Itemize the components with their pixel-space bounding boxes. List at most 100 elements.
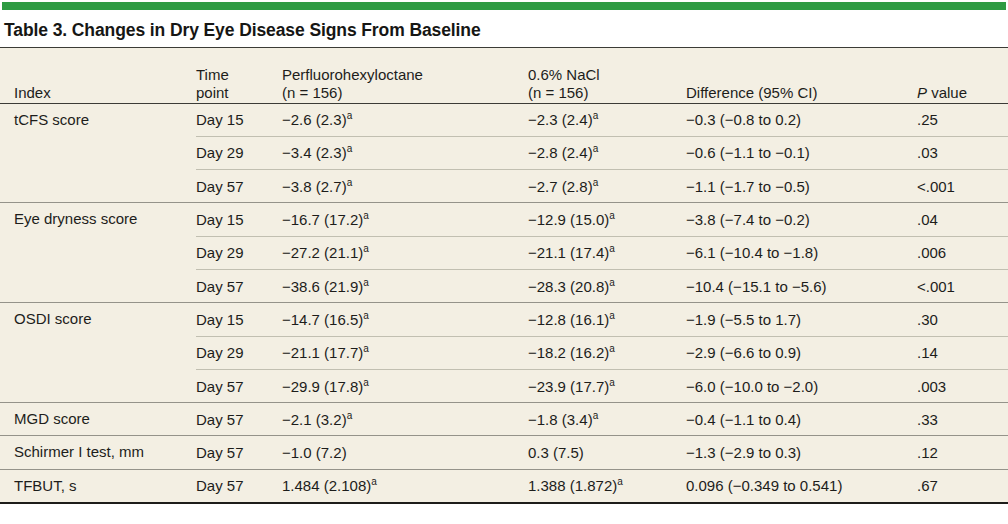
column-header-time-point: Time point (196, 48, 282, 103)
time-point-cell: Day 15 (196, 303, 282, 336)
time-point-cell: Day 15 (196, 103, 282, 136)
footnote-marker-a: a (593, 410, 599, 421)
header-row: Index Time point Perfluorohexyloctane (n… (0, 48, 1008, 103)
table-row: Schirmer I test, mmDay 57 −1.0 (7.2) 0.3… (0, 436, 1008, 469)
index-cell: Eye dryness score (0, 203, 196, 303)
dry-eye-signs-table: Index Time point Perfluorohexyloctane (n… (0, 48, 1008, 504)
table-header: Index Time point Perfluorohexyloctane (n… (0, 48, 1008, 103)
difference-cell: −10.4 (−15.1 to −5.6) (686, 269, 917, 302)
perfluorohexyloctane-cell: −27.2 (21.1)a (282, 236, 528, 269)
index-cell: OSDI score (0, 303, 196, 403)
difference-cell: −0.3 (−0.8 to 0.2) (686, 103, 917, 136)
footnote-marker-a: a (347, 110, 353, 121)
nacl-cell: 1.388 (1.872)a (528, 469, 686, 502)
perfluorohexyloctane-cell: −29.9 (17.8)a (282, 369, 528, 402)
p-value-cell: .14 (917, 336, 1008, 369)
time-point-cell: Day 57 (196, 469, 282, 502)
p-value-cell: .12 (917, 436, 1008, 469)
difference-cell: −0.4 (−1.1 to 0.4) (686, 403, 917, 436)
table-row: Eye dryness scoreDay 15 −16.7 (17.2)a −1… (0, 203, 1008, 236)
time-point-cell: Day 57 (196, 369, 282, 402)
footnote-marker-a: a (609, 377, 615, 388)
perfluorohexyloctane-cell: −3.4 (2.3)a (282, 136, 528, 169)
perfluorohexyloctane-cell: 1.484 (2.108)a (282, 469, 528, 502)
column-header-difference: Difference (95% CI) (686, 48, 917, 103)
footnote-marker-a: a (363, 377, 369, 388)
footnote-marker-a: a (347, 410, 353, 421)
time-point-cell: Day 15 (196, 203, 282, 236)
nacl-cell: −21.1 (17.4)a (528, 236, 686, 269)
p-value-italic-label: P (917, 84, 927, 101)
p-value-cell: .33 (917, 403, 1008, 436)
accent-bar (2, 2, 1006, 10)
nacl-cell: −12.8 (16.1)a (528, 303, 686, 336)
difference-cell: −6.0 (−10.0 to −2.0) (686, 369, 917, 402)
nacl-cell: −12.9 (15.0)a (528, 203, 686, 236)
footnote-marker-a: a (363, 277, 369, 288)
p-value-cell: .03 (917, 136, 1008, 169)
p-value-cell: .67 (917, 469, 1008, 502)
footnote-marker-a: a (609, 210, 615, 221)
p-value-cell: .003 (917, 369, 1008, 402)
difference-cell: −1.9 (−5.5 to 1.7) (686, 303, 917, 336)
perfluorohexyloctane-cell: −21.1 (17.7)a (282, 336, 528, 369)
index-cell: MGD score (0, 403, 196, 436)
table-row: tCFS scoreDay 15 −2.6 (2.3)a −2.3 (2.4)a… (0, 103, 1008, 136)
perfluorohexyloctane-cell: −2.6 (2.3)a (282, 103, 528, 136)
perfluorohexyloctane-cell: −3.8 (2.7)a (282, 170, 528, 203)
p-value-rest-label: value (927, 84, 967, 101)
index-cell: tCFS score (0, 103, 196, 203)
time-point-cell: Day 29 (196, 336, 282, 369)
footnote-marker-a: a (347, 143, 353, 154)
nacl-cell: −18.2 (16.2)a (528, 336, 686, 369)
footnote-marker-a: a (617, 476, 623, 487)
time-point-cell: Day 57 (196, 269, 282, 302)
difference-cell: −0.6 (−1.1 to −0.1) (686, 136, 917, 169)
footnote-marker-a: a (347, 177, 353, 188)
column-header-p-value: P value (917, 48, 1008, 103)
column-header-nacl: 0.6% NaCl (n = 156) (528, 48, 686, 103)
index-cell: TFBUT, s (0, 469, 196, 502)
p-value-cell: .30 (917, 303, 1008, 336)
difference-cell: −6.1 (−10.4 to −1.8) (686, 236, 917, 269)
nacl-cell: −1.8 (3.4)a (528, 403, 686, 436)
table-figure: Table 3. Changes in Dry Eye Disease Sign… (0, 0, 1008, 524)
difference-cell: −1.1 (−1.7 to −0.5) (686, 170, 917, 203)
perfluorohexyloctane-cell: −38.6 (21.9)a (282, 269, 528, 302)
column-header-perfluorohexyloctane: Perfluorohexyloctane (n = 156) (282, 48, 528, 103)
table-row: TFBUT, sDay 57 1.484 (2.108)a 1.388 (1.8… (0, 469, 1008, 502)
perfluorohexyloctane-cell: −16.7 (17.2)a (282, 203, 528, 236)
p-value-cell: .04 (917, 203, 1008, 236)
time-point-cell: Day 29 (196, 236, 282, 269)
table-title: Table 3. Changes in Dry Eye Disease Sign… (0, 10, 1008, 48)
column-header-index: Index (0, 48, 196, 103)
table-row: MGD scoreDay 57 −2.1 (3.2)a −1.8 (3.4)a … (0, 403, 1008, 436)
nacl-cell: −23.9 (17.7)a (528, 369, 686, 402)
p-value-cell: .25 (917, 103, 1008, 136)
footnote-marker-a: a (593, 177, 599, 188)
footnote-marker-a: a (371, 476, 377, 487)
time-point-cell: Day 29 (196, 136, 282, 169)
difference-cell: −2.9 (−6.6 to 0.9) (686, 336, 917, 369)
footnote-marker-a: a (593, 143, 599, 154)
nacl-cell: −2.7 (2.8)a (528, 170, 686, 203)
p-value-cell: .006 (917, 236, 1008, 269)
footnote-marker-a: a (593, 110, 599, 121)
time-point-cell: Day 57 (196, 170, 282, 203)
difference-cell: −1.3 (−2.9 to 0.3) (686, 436, 917, 469)
p-value-cell: <.001 (917, 269, 1008, 302)
footnote-marker-a: a (363, 210, 369, 221)
footnote-marker-a: a (363, 310, 369, 321)
nacl-cell: −2.3 (2.4)a (528, 103, 686, 136)
footnote-marker-a: a (363, 243, 369, 254)
time-point-cell: Day 57 (196, 436, 282, 469)
footnote-marker-a: a (609, 277, 615, 288)
p-value-cell: <.001 (917, 170, 1008, 203)
footnote-marker-a: a (609, 310, 615, 321)
perfluorohexyloctane-cell: −1.0 (7.2) (282, 436, 528, 469)
nacl-cell: −28.3 (20.8)a (528, 269, 686, 302)
index-cell: Schirmer I test, mm (0, 436, 196, 469)
perfluorohexyloctane-cell: −14.7 (16.5)a (282, 303, 528, 336)
perfluorohexyloctane-cell: −2.1 (3.2)a (282, 403, 528, 436)
table-body: tCFS scoreDay 15 −2.6 (2.3)a −2.3 (2.4)a… (0, 103, 1008, 503)
